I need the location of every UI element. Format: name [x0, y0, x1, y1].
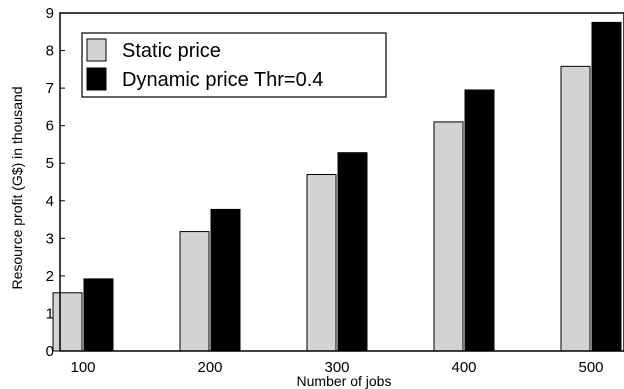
bar-static-price	[179, 231, 210, 352]
x-tick-label: 400	[451, 359, 476, 376]
legend: Static price Dynamic price Thr=0.4	[81, 32, 387, 98]
bar-dynamic-price	[210, 208, 241, 352]
y-tick-label: 4	[46, 193, 54, 210]
legend-box	[81, 32, 387, 98]
bars-group	[52, 21, 622, 352]
x-axis-title: Number of jobs	[297, 373, 392, 389]
plot-frame	[59, 12, 624, 352]
y-tick-label: 9	[46, 5, 54, 22]
bar-dynamic-price	[464, 89, 495, 352]
y-tick-label: 6	[46, 118, 54, 135]
x-tick-label: 100	[70, 359, 95, 376]
y-axis-title: Resource profit (G$) in thousand	[9, 86, 25, 289]
y-tick-label: 0	[46, 343, 54, 360]
x-tick-label: 200	[197, 359, 222, 376]
bar-dynamic-price	[83, 278, 114, 352]
bar-static-price	[306, 173, 337, 352]
y-tick-label: 8	[46, 43, 54, 60]
bar-static-price	[560, 65, 591, 352]
legend-swatch-dynamic	[86, 67, 107, 91]
y-tick-label: 2	[46, 268, 54, 285]
y-tick-label: 5	[46, 155, 54, 172]
bar-dynamic-price	[337, 152, 368, 352]
x-tick-label: 500	[578, 359, 603, 376]
axis-ticks: 0 1 2 3 4 5 6 7 8 9 100 200 300 400 500	[46, 5, 604, 376]
x-tick-label: 300	[324, 359, 349, 376]
y-tick-label: 3	[46, 230, 54, 247]
bar-static-price	[52, 292, 83, 352]
legend-label-static: Static price	[122, 40, 221, 62]
legend-swatch-static	[86, 38, 107, 62]
y-tick-label: 1	[46, 305, 54, 322]
y-tick-label: 7	[46, 80, 54, 97]
legend-label-dynamic: Dynamic price Thr=0.4	[122, 69, 323, 91]
bar-dynamic-price	[591, 21, 622, 352]
bar-static-price	[433, 121, 464, 352]
